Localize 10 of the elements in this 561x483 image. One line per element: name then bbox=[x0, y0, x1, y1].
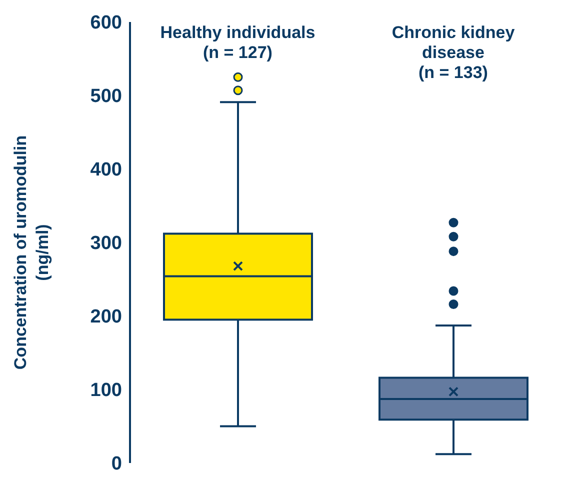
y-tick-label: 600 bbox=[90, 12, 122, 34]
y-tick-label: 300 bbox=[90, 233, 122, 254]
y-tick-label: 200 bbox=[90, 306, 122, 328]
y-tick-label: 0 bbox=[111, 454, 122, 475]
y-axis-title: Concentration of uromodulin (ng/ml) bbox=[11, 135, 52, 370]
y-tick-label: 400 bbox=[90, 160, 122, 181]
x-tick-label: Healthy individuals (n = 127) bbox=[160, 23, 316, 62]
y-tick-label: 100 bbox=[90, 380, 122, 402]
x-tick-label: Chronic kidney disease (n = 133) bbox=[392, 23, 516, 82]
y-tick-label: 500 bbox=[90, 86, 122, 108]
